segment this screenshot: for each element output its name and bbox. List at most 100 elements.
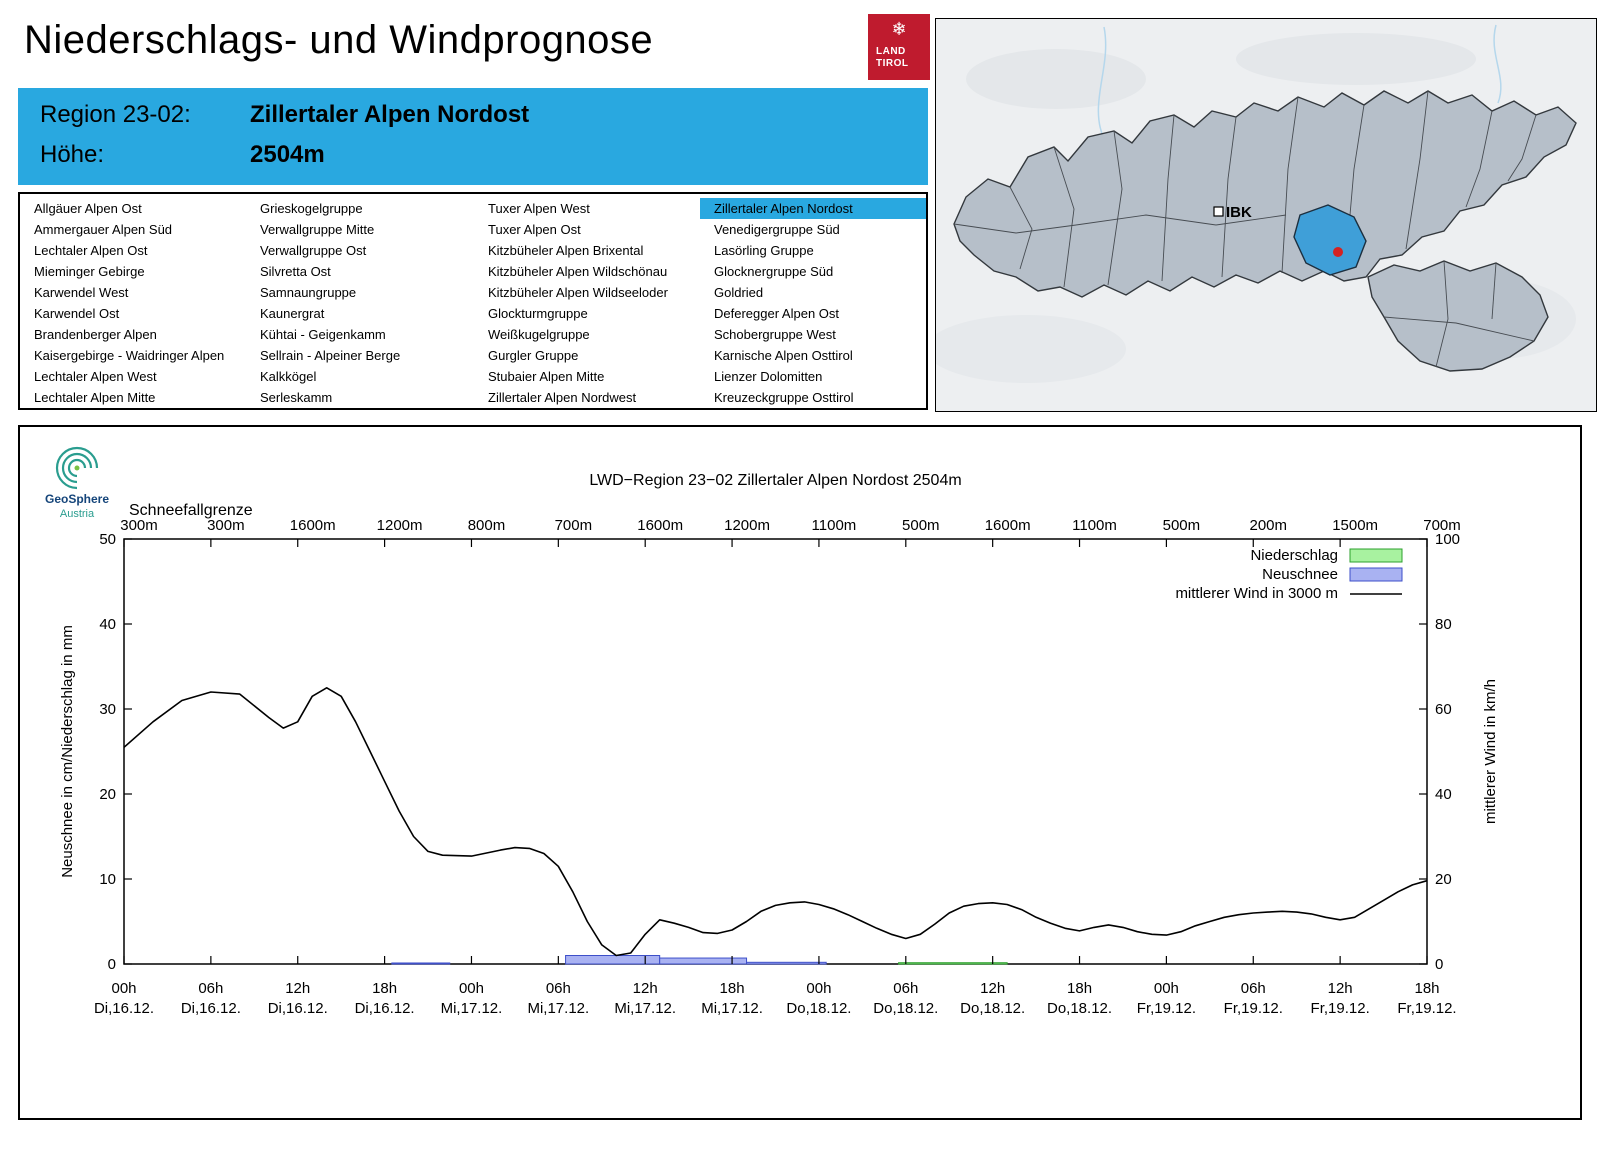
map-region-borders	[953, 90, 1537, 368]
y-axis-title-right: mittlerer Wind in km/h	[1482, 679, 1499, 824]
x-tick-time: 06h	[546, 980, 571, 997]
region-list-item[interactable]: Sellrain - Alpeiner Berge	[260, 348, 401, 363]
region-list-item[interactable]: Kitzbüheler Alpen Wildschönau	[488, 264, 668, 279]
region-list-item[interactable]: Karnische Alpen Osttirol	[714, 348, 853, 363]
x-tick-date: Di,16.12.	[94, 1000, 154, 1017]
neuschnee-bar	[659, 957, 748, 965]
river-line	[1097, 26, 1107, 140]
region-list-item[interactable]: Lechtaler Alpen Ost	[34, 243, 148, 258]
x-tick-time: 06h	[198, 980, 223, 997]
region-list-item[interactable]: Grieskogelgruppe	[260, 201, 363, 216]
region-list-item[interactable]: Serleskamm	[260, 390, 333, 405]
region-list-item[interactable]: Stubaier Alpen Mitte	[488, 369, 605, 384]
chart-title: LWD−Region 23−02 Zillertaler Alpen Nordo…	[589, 472, 961, 489]
region-info-banner: Region 23-02: Zillertaler Alpen Nordost …	[18, 88, 928, 185]
region-list-item[interactable]: Karwendel West	[34, 285, 129, 300]
region-list-item[interactable]: Silvretta Ost	[260, 264, 331, 279]
x-tick-time: 00h	[1154, 980, 1179, 997]
y-tick-label-left: 50	[99, 531, 116, 548]
region-list-item[interactable]: Gurgler Gruppe	[488, 348, 579, 363]
snowline-label: Schneefallgrenze	[129, 502, 253, 519]
region-list-item[interactable]: Verwallgruppe Mitte	[260, 222, 375, 237]
region-list-item[interactable]: Kitzbüheler Alpen Wildseeloder	[488, 285, 668, 300]
region-list-item[interactable]: Brandenberger Alpen	[34, 327, 157, 342]
x-tick-date: Fr,19.12.	[1137, 1000, 1196, 1017]
x-tick-time: 18h	[720, 980, 745, 997]
map-relief	[1236, 33, 1476, 85]
region-list-item[interactable]: Glockturmgruppe	[488, 306, 588, 321]
region-list-item[interactable]: Kreuzeckgruppe Osttirol	[714, 390, 854, 405]
legend-label: mittlerer Wind in 3000 m	[1175, 585, 1338, 602]
region-list-item[interactable]: Schobergruppe West	[714, 327, 836, 342]
region-list-item[interactable]: Kaisergebirge - Waidringer Alpen	[34, 348, 225, 363]
region-list-item[interactable]: Allgäuer Alpen Ost	[34, 201, 142, 216]
x-tick-date: Do,18.12.	[786, 1000, 851, 1017]
region-list-item[interactable]: Weißkugelgruppe	[488, 327, 590, 342]
region-list-item[interactable]: Kühtai - Geigenkamm	[260, 327, 386, 342]
y-tick-label-right: 20	[1435, 871, 1452, 888]
region-list-item[interactable]: Lechtaler Alpen West	[34, 369, 157, 384]
snowline-value: 1100m	[1072, 517, 1117, 534]
region-list-item[interactable]: Tuxer Alpen West	[488, 201, 590, 216]
region-list-item[interactable]: Goldried	[714, 285, 764, 300]
x-tick-date: Mi,17.12.	[701, 1000, 763, 1017]
geosphere-icon	[74, 465, 80, 471]
geosphere-sub: Austria	[60, 508, 95, 520]
neuschnee-bar	[746, 961, 827, 965]
x-tick-time: 06h	[893, 980, 918, 997]
map-relief	[966, 49, 1146, 109]
region-list-item[interactable]: Deferegger Alpen Ost	[714, 306, 840, 321]
tirol-map-panel: IBK	[935, 18, 1597, 412]
region-list-item[interactable]: Zillertaler Alpen Nordwest	[488, 390, 637, 405]
tirol-map: IBK	[936, 19, 1596, 411]
snowline-value: 700m	[555, 517, 593, 534]
region-list-item[interactable]: Verwallgruppe Ost	[260, 243, 367, 258]
elevation-label: Höhe:	[40, 141, 105, 168]
region-list-item[interactable]: Samnaungruppe	[260, 285, 357, 300]
y-tick-label-left: 20	[99, 786, 116, 803]
x-tick-date: Di,16.12.	[268, 1000, 328, 1017]
region-column-3: Zillertaler Alpen Nordost Venedigergruppe…	[700, 198, 926, 408]
x-tick-time: 18h	[1067, 980, 1092, 997]
region-column-1: Grieskogelgruppe Verwallgruppe Mitte Verwa…	[246, 198, 474, 408]
region-list-item[interactable]: Lasörling Gruppe	[714, 243, 814, 258]
region-list-item[interactable]: Glocknergruppe Süd	[714, 264, 834, 279]
region-column-2: Tuxer Alpen West Tuxer Alpen Ost Kitzbühel…	[474, 198, 700, 408]
map-region-east-tirol[interactable]	[1367, 260, 1549, 372]
snowline-value: 200m	[1250, 517, 1288, 534]
region-list-item[interactable]: Karwendel Ost	[34, 306, 120, 321]
niederschlag-bar	[898, 962, 1008, 965]
snowline-value: 500m	[1163, 517, 1201, 534]
region-list-item[interactable]: Tuxer Alpen Ost	[488, 222, 581, 237]
ibk-marker-square	[1213, 206, 1224, 217]
y-tick-label-right: 40	[1435, 786, 1452, 803]
forecast-chart-panel: GeoSphere Austria LWD−Region 23−02 Zillert…	[18, 425, 1582, 1120]
region-list-item[interactable]: Ammergauer Alpen Süd	[34, 222, 173, 237]
region-list-item[interactable]: Lienzer Dolomitten	[714, 369, 823, 384]
snowline-value: 700m	[1423, 517, 1461, 534]
selected-region-shape[interactable]	[1293, 204, 1367, 276]
snowline-value: 800m	[468, 517, 506, 534]
x-tick-time: 00h	[806, 980, 831, 997]
map-region-north-tirol[interactable]	[953, 90, 1577, 298]
region-list-item[interactable]: Zillertaler Alpen Nordost	[700, 198, 926, 219]
region-list-item[interactable]: Venedigergruppe Süd	[714, 222, 840, 237]
y-tick-label-left: 10	[99, 871, 116, 888]
land-tirol-logo: ❄ LAND TIROL	[868, 14, 930, 80]
region-list-item[interactable]: Kitzbüheler Alpen Brixental	[488, 243, 644, 258]
x-tick-time: 18h	[372, 980, 397, 997]
map-relief	[936, 315, 1126, 383]
geosphere-name: GeoSphere	[45, 492, 109, 506]
x-tick-time: 00h	[111, 980, 136, 997]
snowline-value: 1600m	[985, 517, 1031, 534]
region-list-item[interactable]: Lechtaler Alpen Mitte	[34, 390, 156, 405]
logo-text: LAND TIROL	[876, 46, 909, 69]
region-list-item[interactable]: Kalkkögel	[260, 369, 317, 384]
region-label: Region 23-02:	[40, 101, 191, 128]
x-tick-date: Fr,19.12.	[1397, 1000, 1456, 1017]
region-name: Zillertaler Alpen Nordost	[250, 101, 530, 128]
region-list-item[interactable]: Mieminger Gebirge	[34, 264, 145, 279]
elevation-value: 2504m	[250, 141, 325, 168]
region-list-item[interactable]: Kaunergrat	[260, 306, 325, 321]
